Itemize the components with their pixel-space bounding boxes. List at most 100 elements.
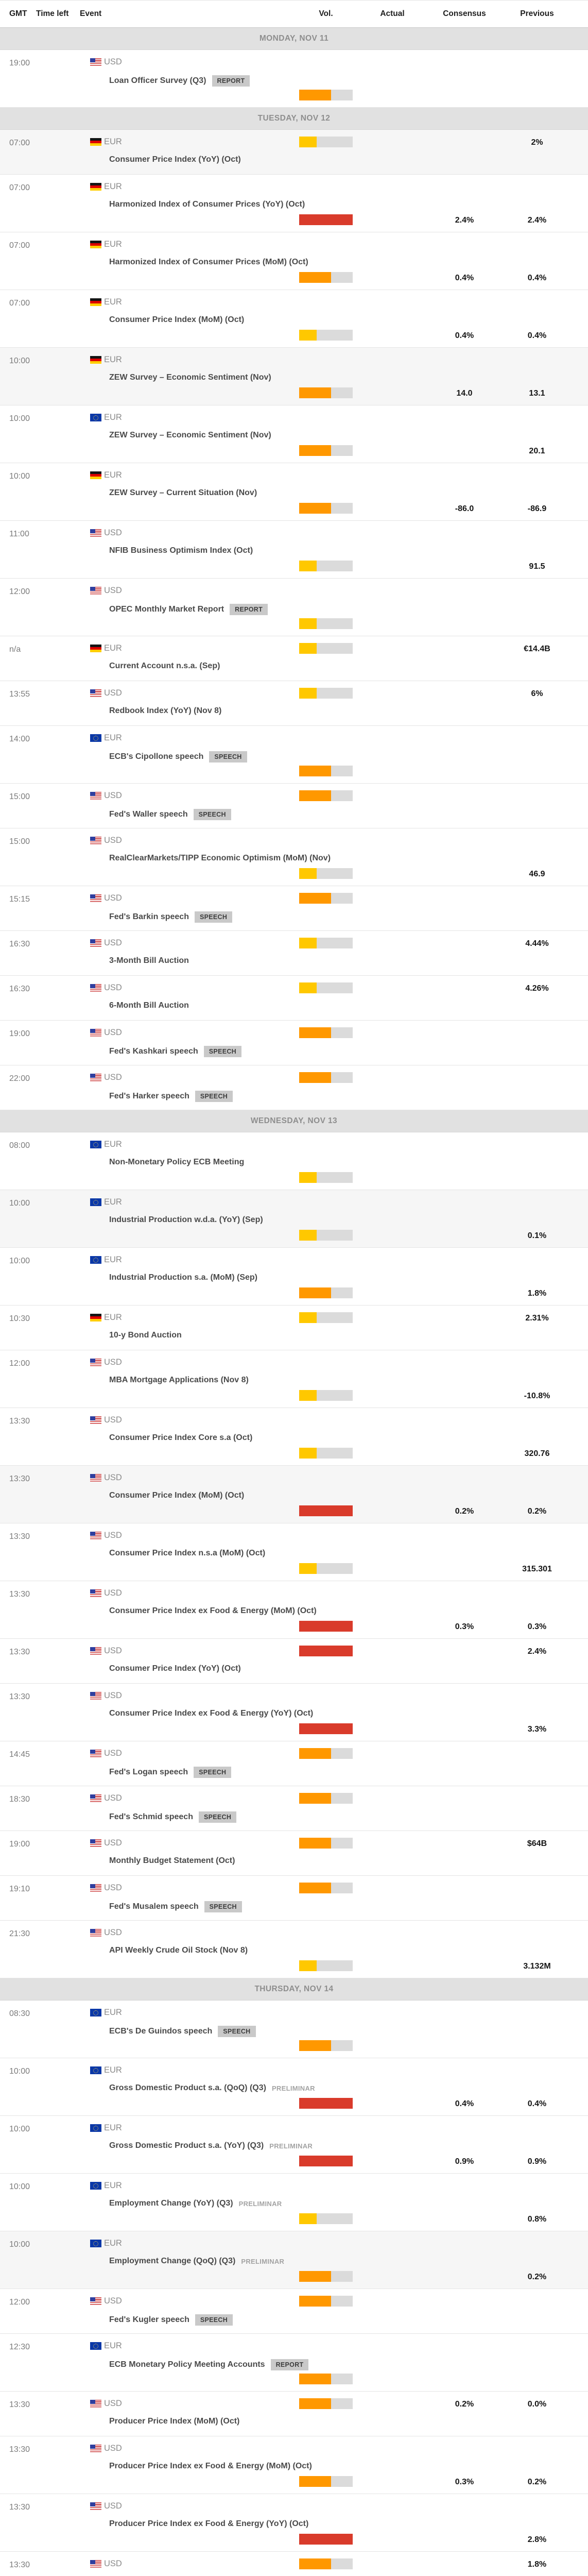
event-row[interactable]: 19:00 USD Fed's Kashkari speech SPEECH <box>0 1021 588 1065</box>
event-row[interactable]: 14:00 EUR ECB's Cipollone speech SPEECH <box>0 726 588 784</box>
speech-badge[interactable]: SPEECH <box>195 1091 233 1102</box>
event-title: Fed's Harker speech <box>109 1092 189 1100</box>
event-row[interactable]: 10:00 EUR Gross Domestic Product s.a. (QoQ… <box>0 2058 588 2116</box>
event-row[interactable]: 13:55 USD Redbook Index (YoY) (Nov 8) 6% <box>0 681 588 726</box>
speech-badge[interactable]: SPEECH <box>193 809 231 820</box>
event-row[interactable]: 10:00 EUR ZEW Survey – Economic Sentiment … <box>0 405 588 463</box>
speech-badge[interactable]: SPEECH <box>203 1046 241 1057</box>
event-title-line: 10-y Bond Auction <box>109 1331 182 1340</box>
event-row[interactable]: 10:00 EUR Industrial Production w.d.a. (Yo… <box>0 1190 588 1248</box>
event-row[interactable]: 22:00 USD Fed's Harker speech SPEECH <box>0 1065 588 1110</box>
speech-badge[interactable]: SPEECH <box>198 1811 237 1823</box>
event-row[interactable]: 10:00 EUR Employment Change (QoQ) (Q3) PREL… <box>0 2231 588 2289</box>
currency-code: EUR <box>104 643 122 653</box>
germany-flag-icon <box>90 471 101 479</box>
event-time: 14:00 <box>9 735 30 743</box>
report-badge[interactable]: REPORT <box>212 75 250 87</box>
volatility-bar <box>299 2558 353 2569</box>
event-row[interactable]: 12:00 USD Fed's Kugler speech SPEECH <box>0 2289 588 2334</box>
event-row[interactable]: 13:30 USD Consumer Price Index (MoM) (Oct)… <box>0 1466 588 1523</box>
speech-badge[interactable]: SPEECH <box>218 2026 256 2037</box>
currency-code: EUR <box>104 2065 122 2075</box>
event-row[interactable]: 21:30 USD API Weekly Crude Oil Stock (Nov … <box>0 1921 588 1978</box>
event-row[interactable]: 08:00 EUR Non-Monetary Policy ECB Meeting <box>0 1132 588 1190</box>
volatility-bar-fill <box>299 1960 317 1971</box>
event-row[interactable]: 10:00 EUR Industrial Production s.a. (MoM)… <box>0 1248 588 1306</box>
previous-value: 0.9% <box>527 2157 547 2166</box>
event-row[interactable]: 19:10 USD Fed's Musalem speech SPEECH <box>0 1876 588 1921</box>
event-row[interactable]: 10:00 EUR ZEW Survey – Economic Sentiment … <box>0 348 588 405</box>
event-row[interactable]: 13:30 USD Producer Price Index ex Food & E… <box>0 2494 588 2552</box>
event-row[interactable]: 07:00 EUR Consumer Price Index (MoM) (Oct)… <box>0 290 588 348</box>
speech-badge[interactable]: SPEECH <box>204 1901 242 1912</box>
currency: USD <box>90 1415 122 1425</box>
event-row[interactable]: 15:00 USD Fed's Waller speech SPEECH <box>0 784 588 828</box>
event-row[interactable]: 07:00 EUR Harmonized Index of Consumer Pri… <box>0 175 588 232</box>
event-row[interactable]: 11:00 USD NFIB Business Optimism Index (Oc… <box>0 521 588 579</box>
germany-flag-icon <box>90 1314 101 1321</box>
consensus-value: -86.0 <box>455 504 474 513</box>
event-row[interactable]: 07:00 EUR Harmonized Index of Consumer Pri… <box>0 232 588 290</box>
event-row[interactable]: 13:30 USD Consumer Price Index n.s.a (MoM)… <box>0 1523 588 1581</box>
speech-badge[interactable]: SPEECH <box>194 1767 232 1778</box>
event-row[interactable]: 08:30 EUR ECB's De Guindos speech SPEECH <box>0 2001 588 2058</box>
event-row[interactable]: 16:30 USD 3-Month Bill Auction 4.44% <box>0 931 588 976</box>
event-row[interactable]: 15:00 USD RealClearMarkets/TIPP Economic O… <box>0 828 588 886</box>
event-row[interactable]: 12:00 USD MBA Mortgage Applications (Nov 8… <box>0 1350 588 1408</box>
volatility-bar-fill <box>299 1312 317 1323</box>
event-time: 10:00 <box>9 2067 30 2076</box>
event-row[interactable]: 15:15 USD Fed's Barkin speech SPEECH <box>0 886 588 931</box>
volatility-bar <box>299 1748 353 1759</box>
currency-code: USD <box>104 528 122 537</box>
event-row[interactable]: 13:30 USD Consumer Price Index Core s.a (O… <box>0 1408 588 1466</box>
event-time: 13:30 <box>9 2503 30 2512</box>
event-row[interactable]: 10:30 EUR 10-y Bond Auction 2.31% <box>0 1306 588 1350</box>
event-row[interactable]: n/a EUR Current Account n.s.a. (Sep) €14.4B <box>0 636 588 681</box>
event-title: ECB Monetary Policy Meeting Accounts <box>109 2360 265 2369</box>
event-row[interactable]: 10:00 EUR ZEW Survey – Current Situation (… <box>0 463 588 521</box>
volatility-bar-fill <box>299 1838 331 1849</box>
speech-badge[interactable]: SPEECH <box>209 751 247 762</box>
event-row[interactable]: 13:30 USD Producer Price Index ex Food & E… <box>0 2436 588 2494</box>
event-title-line: Consumer Price Index ex Food & Energy (M… <box>109 1606 317 1616</box>
event-time: 13:30 <box>9 1590 30 1599</box>
speech-badge[interactable]: SPEECH <box>195 2314 233 2326</box>
event-row[interactable]: 12:30 EUR ECB Monetary Policy Meeting Acco… <box>0 2334 588 2392</box>
event-title-line: Consumer Price Index (MoM) (Oct) <box>109 315 244 325</box>
usa-flag-icon <box>90 1884 101 1892</box>
event-row[interactable]: 13:30 USD Consumer Price Index ex Food & E… <box>0 1581 588 1639</box>
event-row[interactable]: 10:00 EUR Employment Change (YoY) (Q3) PREL… <box>0 2174 588 2231</box>
event-row[interactable]: 07:00 EUR Consumer Price Index (YoY) (Oct)… <box>0 130 588 175</box>
event-row[interactable]: 13:30 USD Consumer Price Index (YoY) (Oct)… <box>0 1639 588 1684</box>
currency-code: USD <box>104 688 122 698</box>
event-row[interactable]: 12:00 USD OPEC Monthly Market Report REPORT <box>0 579 588 636</box>
event-row[interactable]: 16:30 USD 6-Month Bill Auction 4.26% <box>0 976 588 1021</box>
event-time: 07:00 <box>9 139 30 147</box>
event-time: 07:00 <box>9 241 30 250</box>
speech-badge[interactable]: SPEECH <box>194 911 233 923</box>
day-separator: MONDAY, NOV 11 <box>0 28 588 50</box>
event-row[interactable]: 13:30 USD Producer Price Index (MoM) (Oct)… <box>0 2392 588 2436</box>
currency-code: EUR <box>104 2008 122 2017</box>
currency: USD <box>90 1793 122 1803</box>
event-row[interactable]: 10:00 EUR Gross Domestic Product s.a. (YoY… <box>0 2116 588 2174</box>
event-row[interactable]: 19:00 USD Monthly Budget Statement (Oct) $6… <box>0 1831 588 1876</box>
event-row[interactable]: 19:00 USD Loan Officer Survey (Q3) REPORT <box>0 50 588 108</box>
consensus-value: 14.0 <box>456 389 473 398</box>
report-badge[interactable]: REPORT <box>230 604 268 615</box>
currency-code: USD <box>104 1883 122 1892</box>
preliminary-badge: PRELIMINAR <box>238 2199 282 2208</box>
event-time: 12:00 <box>9 2298 30 2307</box>
event-time: 13:30 <box>9 1648 30 1656</box>
event-time: 13:30 <box>9 1475 30 1483</box>
volatility-bar <box>299 618 353 629</box>
report-badge[interactable]: REPORT <box>270 2359 309 2370</box>
currency-code: USD <box>104 2444 122 2453</box>
event-title: Fed's Kugler speech <box>109 2315 189 2324</box>
event-row[interactable]: 13:30 USD Consumer Price Index ex Food & E… <box>0 1684 588 1741</box>
volatility-bar <box>299 2374 353 2384</box>
event-row[interactable]: 14:45 USD Fed's Logan speech SPEECH <box>0 1741 588 1786</box>
event-title: Fed's Waller speech <box>109 810 188 819</box>
event-row[interactable]: 18:30 USD Fed's Schmid speech SPEECH <box>0 1786 588 1831</box>
